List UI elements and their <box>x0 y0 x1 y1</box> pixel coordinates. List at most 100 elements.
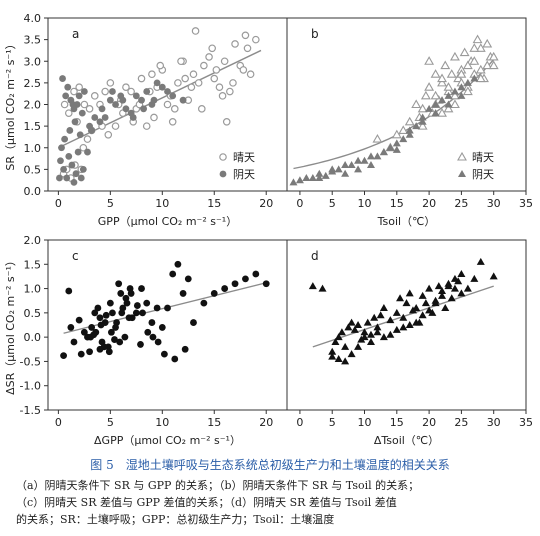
data-point <box>438 287 447 294</box>
data-point <box>328 347 337 355</box>
data-point <box>418 113 427 121</box>
data-point <box>386 316 395 324</box>
data-point <box>174 260 182 268</box>
data-point <box>88 127 96 134</box>
x-tick-label: 0 <box>55 416 62 429</box>
data-point <box>424 56 435 65</box>
data-point <box>302 174 311 182</box>
data-point <box>96 118 104 126</box>
data-point <box>412 122 421 130</box>
data-point <box>470 274 479 282</box>
data-point <box>70 338 78 346</box>
data-point <box>181 74 189 83</box>
data-point <box>379 148 388 156</box>
y-tick-label: -1.5 <box>20 404 41 417</box>
data-point <box>425 306 434 314</box>
data-point <box>163 100 172 109</box>
x-axis-label: Tsoil（℃） <box>377 215 436 228</box>
data-point <box>88 324 96 331</box>
data-point <box>169 92 177 100</box>
data-point <box>98 105 106 113</box>
data-point <box>372 133 383 143</box>
data-point <box>334 333 343 341</box>
data-point <box>450 87 459 95</box>
data-point <box>444 100 453 108</box>
data-point <box>86 348 93 356</box>
data-point <box>156 61 165 70</box>
data-point <box>328 165 337 173</box>
data-point <box>200 299 208 307</box>
data-point <box>424 82 435 91</box>
data-point <box>399 313 408 321</box>
data-point <box>405 321 414 328</box>
data-point <box>212 66 221 74</box>
data-point <box>334 165 343 173</box>
y-tick-label: 1.5 <box>24 258 42 271</box>
x-tick-label: 5 <box>329 197 336 210</box>
data-point <box>295 176 304 184</box>
x-tick-label: 0 <box>55 197 62 210</box>
data-point <box>107 328 115 336</box>
data-point <box>112 101 119 108</box>
x-tick-label: 30 <box>487 197 501 210</box>
data-point <box>417 121 428 130</box>
x-tick-label: 30 <box>487 416 501 429</box>
x-tick-label: 20 <box>259 197 273 210</box>
data-point <box>360 156 369 164</box>
data-point <box>116 338 124 346</box>
data-point <box>243 44 252 53</box>
data-point <box>366 330 375 338</box>
data-point <box>308 174 317 182</box>
data-point <box>438 291 447 299</box>
data-point <box>122 105 130 113</box>
data-point <box>83 135 92 143</box>
y-tick-label: 3.0 <box>24 55 42 68</box>
data-point <box>457 289 466 297</box>
data-point <box>158 324 166 331</box>
y-tick-label: 2.5 <box>24 77 42 90</box>
data-point <box>434 282 443 290</box>
data-point <box>379 333 388 341</box>
data-point <box>80 88 88 95</box>
data-point <box>96 345 104 353</box>
data-point <box>168 118 177 126</box>
data-point <box>200 61 208 70</box>
data-point <box>447 294 456 302</box>
data-point <box>396 294 405 302</box>
data-point <box>231 280 239 288</box>
data-point <box>144 328 152 336</box>
data-point <box>197 105 206 113</box>
data-point <box>399 323 408 331</box>
x-tick-label: 15 <box>390 197 404 210</box>
data-point <box>68 161 76 169</box>
data-point <box>128 314 136 322</box>
x-axis-label: GPP（μmol CO₂ m⁻² s⁻¹） <box>98 215 237 228</box>
x-tick-label: 15 <box>207 416 221 429</box>
data-point <box>443 82 454 91</box>
data-point <box>453 73 464 83</box>
y-tick-label: 0.5 <box>24 307 42 320</box>
data-point <box>347 318 356 326</box>
data-point <box>109 88 116 95</box>
data-point <box>328 352 337 360</box>
data-point <box>373 323 382 331</box>
data-point <box>457 91 466 99</box>
data-point <box>463 284 472 292</box>
data-point <box>318 284 327 292</box>
data-point <box>425 104 434 112</box>
data-point <box>411 99 422 109</box>
data-point <box>475 64 486 74</box>
data-point <box>80 328 88 336</box>
legend-label: 晴天 <box>233 151 255 164</box>
data-point <box>450 274 459 282</box>
data-point <box>405 130 414 138</box>
data-point <box>208 44 216 53</box>
data-point <box>469 56 480 65</box>
data-point <box>75 316 83 324</box>
data-point <box>386 330 395 338</box>
data-point <box>444 91 453 99</box>
data-point <box>109 309 116 317</box>
data-point <box>72 170 80 178</box>
data-point <box>137 341 144 348</box>
data-point <box>77 174 85 182</box>
